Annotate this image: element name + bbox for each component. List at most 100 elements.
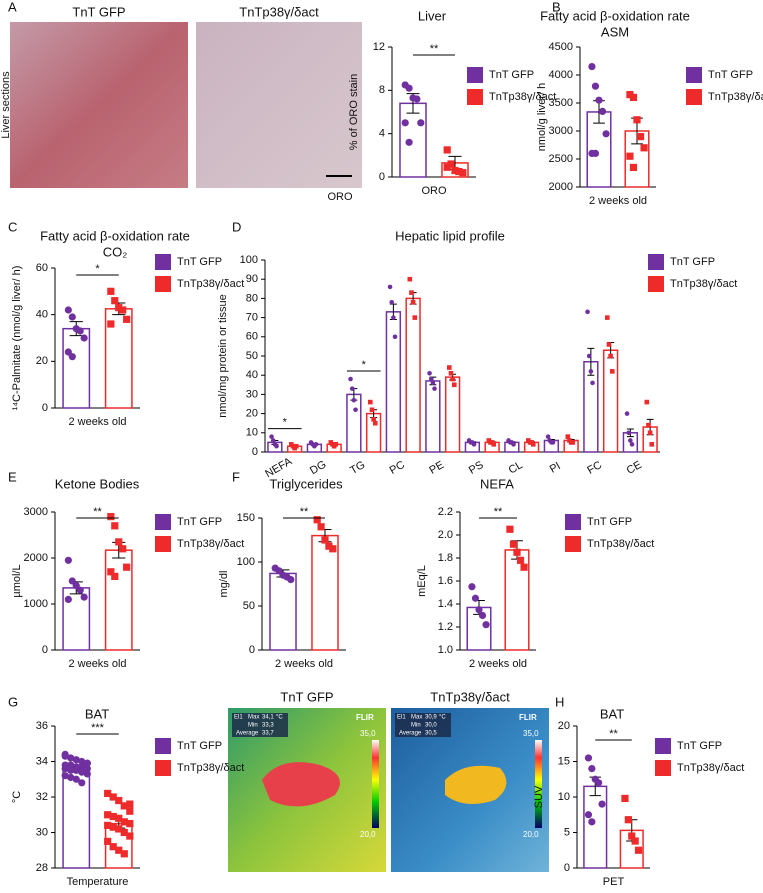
data-point <box>64 595 72 604</box>
y-tick-label: 5 <box>564 826 570 838</box>
data-point <box>629 93 638 101</box>
data-point <box>368 399 373 405</box>
data-point <box>270 438 276 443</box>
data-point <box>104 811 112 819</box>
thermal-blob <box>262 762 340 807</box>
bar <box>444 376 461 453</box>
y-tick-label: 50 <box>246 350 258 362</box>
y-tick-label: 15 <box>558 755 570 767</box>
chart: Hepatic lipid profile 0 10 20 30 40 50 60 70 80 90… <box>217 228 737 480</box>
legend-swatch <box>565 536 581 552</box>
data-point <box>598 107 607 115</box>
bar <box>583 785 608 869</box>
chart-title: NEFA <box>480 476 514 491</box>
x-tick-label: CL <box>507 459 525 476</box>
data-point <box>471 594 480 602</box>
data-point <box>67 754 75 762</box>
data-point <box>628 438 633 443</box>
legend-swatch <box>565 514 581 530</box>
data-point <box>482 621 490 629</box>
y-tick-label: 36 <box>36 720 48 732</box>
data-point <box>631 837 639 845</box>
color-scale <box>372 740 379 828</box>
data-point <box>353 407 358 413</box>
data-point <box>647 430 653 436</box>
y-tick-label: 40 <box>246 369 258 381</box>
readout-text: Max <box>411 715 422 721</box>
readout-text: Min <box>411 723 421 729</box>
data-point <box>530 442 536 447</box>
y-tick-label: 2.0 <box>438 529 453 541</box>
data-point <box>372 420 378 426</box>
data-point <box>401 119 409 127</box>
brand: FLIR <box>356 713 374 722</box>
legend-swatch <box>655 738 671 754</box>
x-axis-label: 2 weeks old <box>275 658 333 670</box>
bar <box>62 327 91 409</box>
y-axis-label: SUV <box>533 785 545 808</box>
data-point <box>72 766 80 774</box>
data-point <box>443 146 451 154</box>
chart: NEFA 1.0 1.2 1.4 1.6 1.8 2.0 2.2 mEq/L 2 weeks ol… <box>416 476 654 669</box>
y-tick-label: 30 <box>36 826 48 838</box>
panel-label: D <box>232 219 241 234</box>
data-point <box>471 442 477 447</box>
readout-box <box>232 713 288 737</box>
y-axis-label: µmol/L <box>11 564 23 597</box>
data-point <box>325 542 333 550</box>
data-point <box>590 380 595 386</box>
bar <box>346 393 362 453</box>
legend-swatch <box>648 254 664 270</box>
side-label: Liver sections <box>0 71 12 139</box>
scale-min: 20,0 <box>523 830 539 839</box>
scale-min: 20,0 <box>360 830 376 839</box>
y-tick-label: 28 <box>36 862 48 874</box>
readout-text: 30,5 <box>425 731 437 737</box>
data-point <box>78 768 86 776</box>
data-point <box>348 376 353 382</box>
data-point <box>126 832 134 840</box>
data-point <box>412 315 418 320</box>
y-tick-label: 2000 <box>549 181 573 193</box>
y-tick-label: 12 <box>373 41 385 53</box>
x-tick-label: DG <box>308 459 328 478</box>
y-tick-label: 90 <box>246 273 258 285</box>
x-tick-label: PE <box>427 459 446 477</box>
panel-label: E <box>8 469 17 484</box>
thermal-blob <box>445 765 507 804</box>
panel-label: A <box>8 0 17 14</box>
data-point <box>120 828 128 837</box>
legend-label: TnT GFP <box>677 740 722 752</box>
x-axis-label: 2 weeks old <box>68 658 126 670</box>
data-point <box>78 779 86 787</box>
y-tick-label: 0 <box>252 446 258 458</box>
data-point <box>447 365 452 370</box>
data-point <box>588 765 596 773</box>
panel-label: H <box>555 694 564 709</box>
bar <box>269 572 297 651</box>
chart-title: Fatty acid β-oxidation rate <box>40 228 190 243</box>
data-point <box>595 779 603 787</box>
data-point <box>329 545 337 553</box>
chart-title: BAT <box>85 706 109 721</box>
y-axis-label: % of ORO stain <box>348 74 360 150</box>
data-point <box>115 825 123 833</box>
data-point <box>511 442 516 447</box>
y-tick-label: 3500 <box>549 97 573 109</box>
data-point <box>646 422 651 428</box>
data-point <box>83 765 91 773</box>
bar <box>602 349 619 453</box>
y-tick-label: 4500 <box>549 41 573 53</box>
data-point <box>115 814 123 822</box>
readout-unit: °C <box>276 715 283 721</box>
data-point <box>119 306 127 314</box>
data-point <box>72 775 80 783</box>
data-point <box>83 759 91 767</box>
data-point <box>455 167 463 176</box>
y-axis-label: °C <box>11 791 23 803</box>
y-axis-label: nmol/mg protein or tissue <box>217 294 229 418</box>
image-title: TnTp38γ/δact <box>239 4 319 19</box>
y-tick-label: 2000 <box>24 552 48 564</box>
y-tick-label: 3000 <box>549 125 573 137</box>
data-point <box>126 807 134 815</box>
